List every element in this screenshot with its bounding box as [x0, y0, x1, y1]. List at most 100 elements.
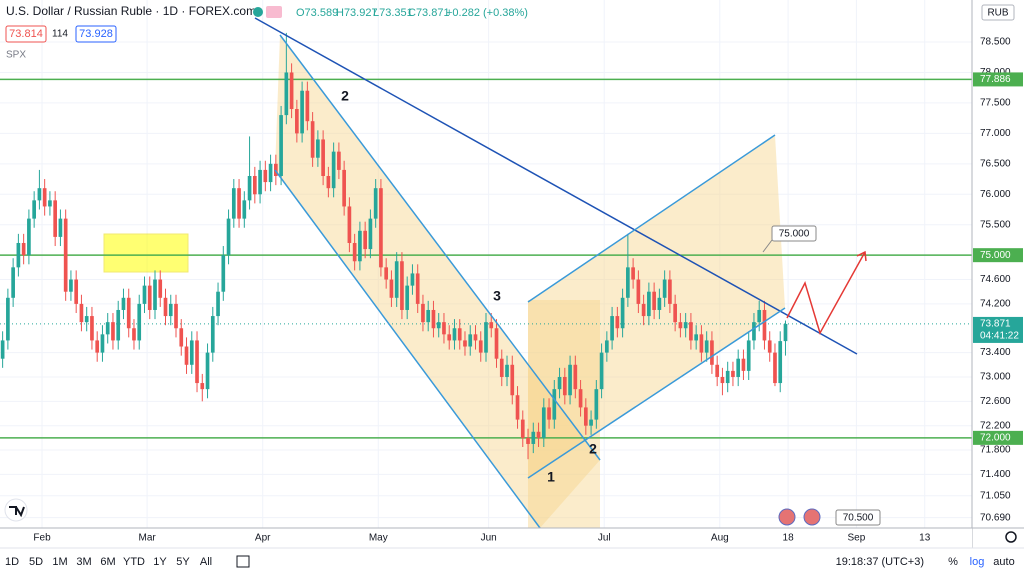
candle-body	[568, 364, 572, 396]
y-tick-label: 74.200	[980, 299, 1011, 310]
candles	[0, 32, 788, 460]
event-icon[interactable]	[778, 508, 796, 526]
candle-body	[126, 297, 131, 329]
y-tick-label: 74.600	[980, 274, 1011, 285]
candle-body	[405, 285, 410, 310]
candle-body	[305, 90, 310, 122]
candle-body	[499, 358, 504, 377]
candle-body	[342, 169, 346, 207]
scale-option[interactable]: %	[948, 556, 958, 568]
range-button[interactable]: YTD	[123, 556, 145, 568]
candle-body	[316, 139, 320, 158]
candle-body	[373, 188, 378, 219]
wave-label: 3	[493, 288, 501, 304]
candle-body	[720, 376, 725, 384]
candle-body	[463, 340, 467, 347]
scale-option[interactable]: log	[970, 556, 985, 568]
y-tick-label: 70.690	[980, 512, 1011, 523]
candle-body	[384, 267, 389, 280]
scale-option[interactable]: auto	[993, 556, 1014, 568]
range-button[interactable]: 1D	[5, 556, 19, 568]
candle-body	[746, 340, 751, 371]
range-button[interactable]: 6M	[100, 556, 115, 568]
level-label: 75.000	[980, 250, 1011, 261]
currency-box[interactable]	[981, 4, 1015, 21]
candle-body	[473, 334, 478, 341]
candle-body	[379, 188, 383, 268]
candle-body	[326, 176, 331, 189]
forecast-arrow	[786, 251, 866, 335]
candle-body	[189, 340, 194, 365]
price-axis	[972, 0, 1024, 548]
candle-body	[268, 163, 273, 183]
candle-body	[762, 309, 767, 341]
candle-body	[205, 352, 210, 390]
candle-body	[210, 316, 215, 353]
channel-line	[527, 307, 786, 479]
range-button[interactable]: 5D	[29, 556, 43, 568]
candle-body	[752, 322, 756, 341]
candle-body	[179, 328, 184, 347]
candle-body	[331, 151, 336, 189]
candle-body	[105, 322, 110, 335]
candle-body	[510, 364, 515, 396]
candle-body	[132, 328, 136, 341]
candle-body	[731, 370, 735, 377]
candle-body	[573, 364, 578, 390]
bid-box[interactable]	[5, 25, 47, 43]
candle-body	[484, 322, 488, 353]
candle-body	[48, 200, 52, 207]
indicator-icon[interactable]	[266, 6, 282, 18]
time-axis	[0, 528, 972, 548]
wave-label: 2	[341, 88, 349, 104]
date-range-icon[interactable]	[236, 555, 250, 568]
candle-body	[515, 395, 520, 420]
candle-body	[300, 90, 304, 134]
candle-body	[289, 72, 294, 110]
arrow-head	[856, 250, 867, 262]
candle-body	[153, 279, 157, 310]
range-button[interactable]: 5Y	[176, 556, 190, 568]
level-label: 77.886	[980, 74, 1011, 85]
candle-body	[689, 322, 693, 341]
y-tick-label: 73.000	[980, 372, 1011, 383]
x-tick-label: Mar	[138, 533, 156, 544]
range-button[interactable]: All	[200, 556, 212, 568]
candle-body	[237, 188, 241, 219]
candle-body	[231, 188, 236, 219]
candle-body	[400, 261, 404, 310]
status-dot	[253, 7, 263, 17]
callout-text: 70.500	[843, 513, 874, 524]
y-tick-label: 71.800	[980, 445, 1011, 456]
candle-body	[37, 188, 42, 201]
settings-icon[interactable]	[1005, 531, 1017, 543]
candle-body	[121, 297, 126, 310]
candle-body	[478, 340, 483, 353]
candle-body	[778, 341, 783, 384]
candle-body	[547, 407, 551, 420]
candle-body	[163, 297, 168, 317]
ohlc-open: O73.589	[296, 7, 338, 19]
callout-box	[835, 509, 881, 526]
x-tick-label: Feb	[33, 533, 51, 544]
candle-body	[216, 291, 220, 317]
event-icon[interactable]	[803, 508, 821, 526]
callout-box	[771, 225, 817, 242]
candle-body	[710, 340, 714, 365]
candle-body	[321, 139, 325, 176]
y-tick-label: 72.600	[980, 396, 1011, 407]
range-button[interactable]: 1Y	[153, 556, 167, 568]
candle-body	[599, 352, 604, 390]
candle-body	[536, 431, 541, 438]
ask-box[interactable]	[75, 25, 117, 43]
range-button[interactable]: 3M	[76, 556, 91, 568]
candle-body	[736, 358, 741, 377]
range-button[interactable]: 1M	[52, 556, 67, 568]
candle-body	[589, 419, 593, 426]
callout-pointer	[762, 239, 773, 253]
y-tick-label: 76.000	[980, 189, 1011, 200]
logo-mark	[9, 506, 25, 518]
